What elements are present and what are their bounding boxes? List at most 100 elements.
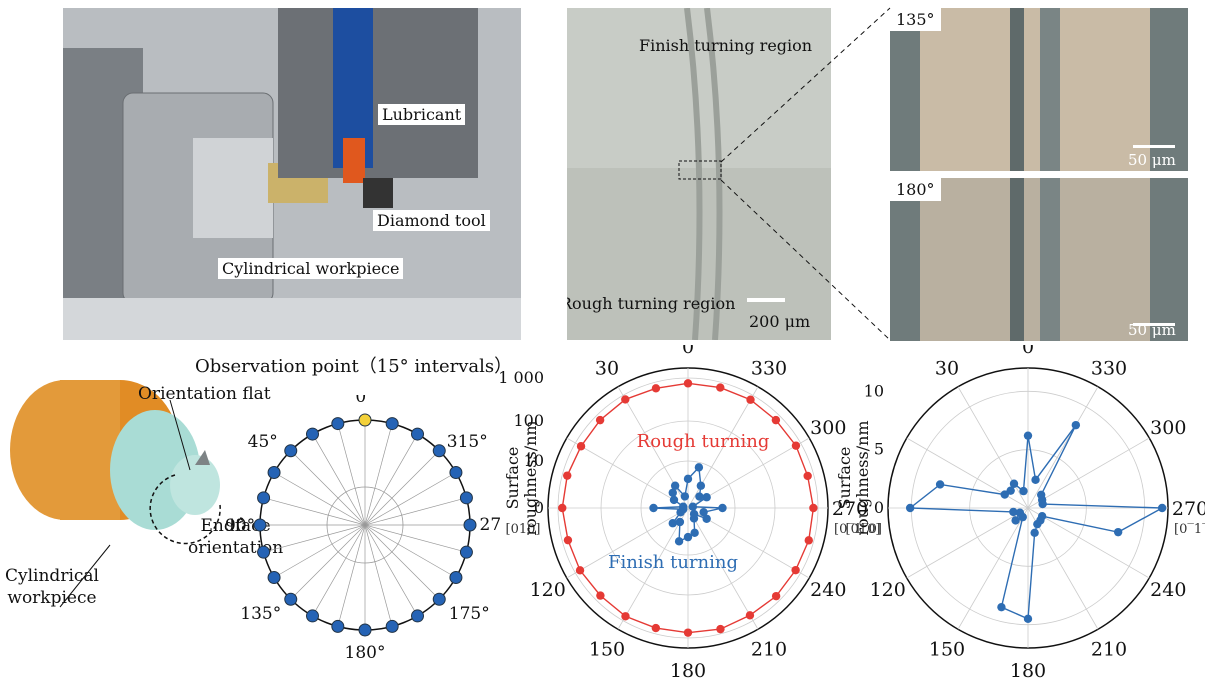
observation-point (432, 444, 446, 458)
series-point (905, 503, 915, 513)
series-point (690, 528, 699, 538)
observation-point (385, 619, 399, 633)
polar-angle-tick-label: 210 (1091, 638, 1127, 660)
polar-angle-tick-label: 120 (530, 579, 566, 601)
observation-point (459, 545, 473, 559)
radial-tick-label: 5 (874, 440, 884, 459)
orientation-flat-label: Orientation flat (138, 384, 271, 404)
polar-ylabel-line: roughness/nm (853, 420, 872, 535)
cylindrical-workpiece-label: Cylindrical workpiece (218, 258, 404, 279)
series-point (696, 481, 706, 490)
observation-spoke (312, 433, 366, 526)
observation-spoke (364, 524, 457, 578)
rough-turning-annotation: Rough turning (637, 431, 770, 452)
series-point (1113, 527, 1123, 537)
series-point (683, 628, 693, 637)
series-point (575, 566, 585, 575)
direction-label-right: [0‾1‾0] (834, 522, 882, 537)
polar-angle-tick-label: 330 (1091, 358, 1127, 380)
observation-angle-label: 270° (480, 515, 500, 535)
observation-spoke (364, 524, 440, 600)
series-point (595, 415, 605, 425)
series-point (771, 415, 781, 425)
direction-label-right: [0‾1‾0] (1174, 522, 1205, 537)
series-point (1011, 516, 1020, 525)
series-point (683, 474, 693, 484)
observation-point (267, 466, 281, 479)
series-point (1009, 479, 1019, 488)
series-point (1023, 431, 1033, 440)
observation-point (385, 417, 399, 431)
series-point (1030, 528, 1039, 537)
zoom-photo-135: 135° 50 μm (890, 8, 1188, 171)
micrograph-photo: Finish turning region Rough turning regi… (567, 8, 831, 340)
series-point (680, 492, 690, 501)
series-point (771, 591, 781, 601)
observation-spoke (263, 524, 366, 553)
polar-grid-spoke (617, 507, 689, 630)
observation-point (267, 571, 281, 584)
zoom-angle-180: 180° (890, 178, 941, 201)
series-point (699, 507, 708, 517)
series-point (668, 488, 677, 497)
series-point (1071, 420, 1081, 430)
series-point (1023, 614, 1033, 624)
direction-label-left: [010] (846, 522, 881, 537)
radial-tick-label: 0 (534, 498, 544, 517)
series-point (1037, 511, 1047, 521)
observation-angle-label: 0° (355, 395, 374, 407)
polar-grid-spoke (906, 437, 1029, 509)
observation-spoke (364, 450, 440, 526)
series-point (716, 383, 725, 392)
observation-spoke (337, 423, 366, 526)
series-point (621, 395, 630, 404)
series-point (683, 532, 693, 542)
radial-tick-label: 100 (513, 411, 544, 430)
finish-region-label: Finish turning region (639, 36, 813, 55)
polar-angle-tick-label: 180 (1010, 660, 1046, 681)
scale-bar-micro: 200 μm (749, 312, 811, 331)
rough-region-label: Rough turning region (567, 294, 736, 313)
polar-ylabel-line: roughness/nm (521, 420, 540, 535)
zoom-scale-135: 50 μm (1128, 151, 1176, 169)
observation-point (257, 545, 271, 559)
polar-angle-tick-label: 270 (1172, 498, 1205, 520)
series-point (596, 591, 605, 600)
series-point (694, 463, 704, 472)
polar-angle-tick-label: 30 (595, 358, 619, 380)
series-point (791, 441, 801, 450)
series-point (668, 519, 677, 528)
zoom-scale-180: 50 μm (1128, 321, 1176, 339)
polar-ylabel: Surface roughness/nm (503, 420, 540, 535)
polar-angle-tick-label: 240 (1150, 579, 1186, 601)
observation-spoke (312, 524, 366, 617)
polar-ylabel-line: Surface (503, 447, 522, 510)
series-point (1006, 486, 1015, 495)
series-point (1019, 486, 1028, 496)
observation-point (306, 427, 319, 441)
series-point (558, 503, 567, 513)
series-point (689, 509, 699, 519)
series-point (745, 611, 755, 620)
observation-spoke (273, 472, 366, 526)
series-point (997, 602, 1006, 612)
observation-angle-label: 180° (345, 643, 386, 663)
observation-angle-label: 135° (240, 604, 281, 624)
observation-spoke (364, 423, 393, 526)
observation-point (331, 619, 345, 633)
observation-title: Observation point（15° intervals） (195, 356, 513, 377)
series-point (651, 623, 661, 633)
polar-angle-tick-label: 180 (670, 660, 706, 681)
series-point (651, 384, 661, 393)
series-point (1157, 503, 1167, 513)
polar-grid-spoke (566, 437, 689, 509)
polar-angle-tick-label: 120 (870, 579, 906, 601)
series-point (621, 612, 630, 621)
series-point (1000, 490, 1009, 499)
series-point (649, 503, 658, 513)
series-point (563, 535, 573, 545)
polar-grid-spoke (906, 507, 1029, 579)
series-point (675, 517, 685, 527)
